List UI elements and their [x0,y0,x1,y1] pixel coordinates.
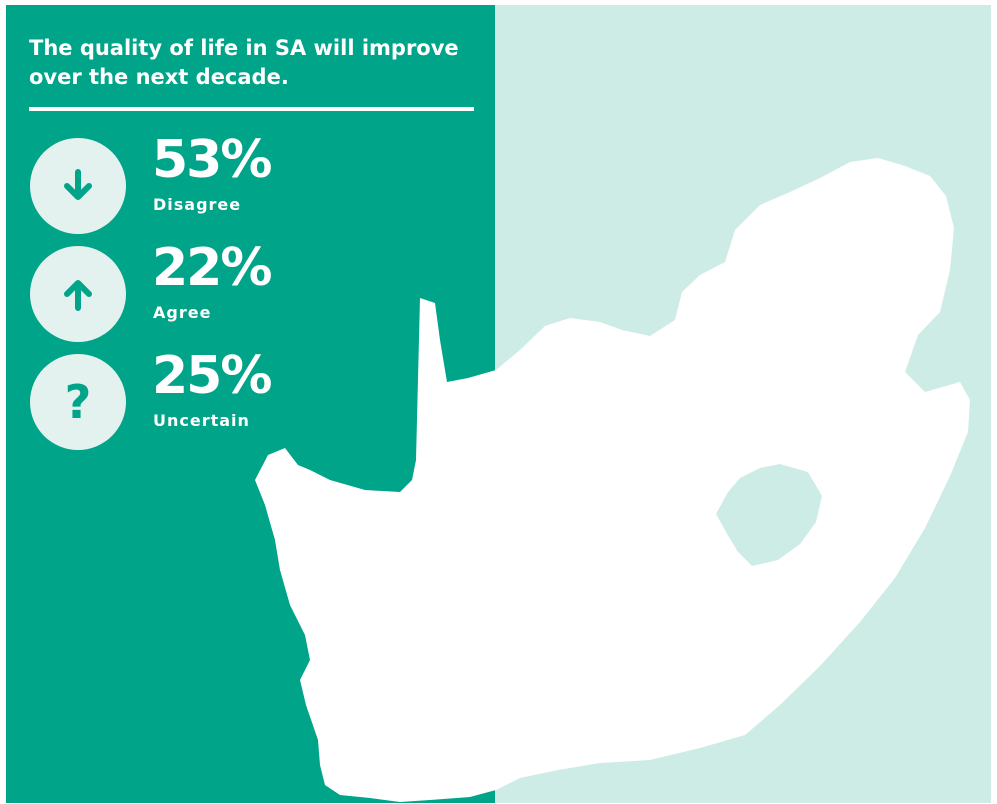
uncertain-icon-circle: ? [30,354,126,450]
stat-agree: 22% Agree [30,238,470,342]
agree-icon-circle [30,246,126,342]
disagree-icon-circle [30,138,126,234]
disagree-percentage: 53% [152,130,272,190]
headline-divider [29,107,474,111]
arrow-down-icon [64,169,92,200]
headline: The quality of life in SA will improve o… [29,36,459,89]
question-mark-icon: ? [64,375,92,429]
arrow-up-icon [64,280,92,311]
agree-percentage: 22% [152,238,272,298]
agree-label: Agree [153,303,212,322]
stat-disagree: 53% Disagree [30,130,470,234]
stat-uncertain: ? 25% Uncertain [30,346,470,450]
uncertain-percentage: 25% [152,346,272,406]
uncertain-label: Uncertain [153,411,250,430]
disagree-label: Disagree [153,195,242,214]
south-africa-shape [255,158,970,802]
